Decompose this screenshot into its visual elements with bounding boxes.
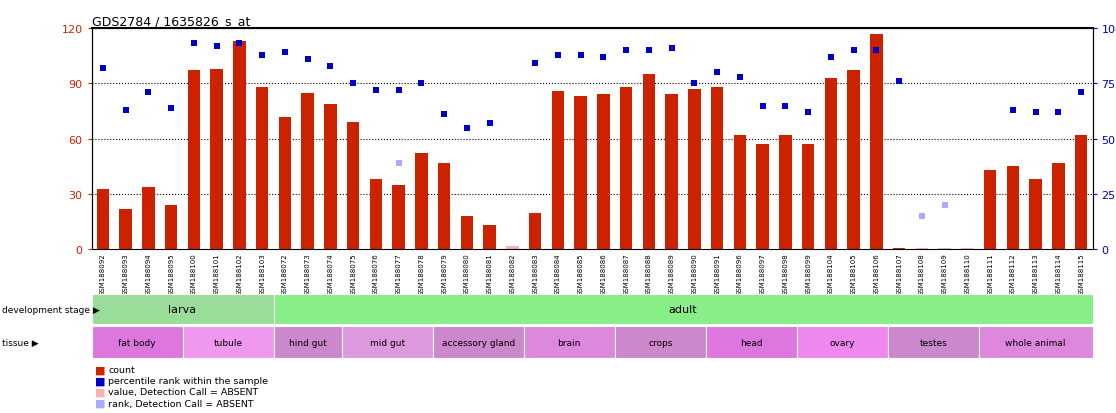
Bar	[119, 209, 132, 250]
Bar	[369, 180, 382, 250]
Bar	[733, 136, 747, 250]
Text: head: head	[740, 338, 762, 347]
Bar	[273, 326, 341, 358]
Bar	[1052, 163, 1065, 250]
Bar	[619, 88, 633, 250]
Bar	[1007, 167, 1019, 250]
Bar	[233, 42, 246, 250]
Text: ovary: ovary	[829, 338, 855, 347]
Text: ■: ■	[95, 398, 105, 408]
Bar	[461, 217, 473, 250]
Bar	[142, 187, 155, 250]
Bar	[984, 171, 997, 250]
Bar	[705, 326, 797, 358]
Text: larva: larva	[169, 304, 196, 314]
Text: percentile rank within the sample: percentile rank within the sample	[108, 376, 268, 385]
Bar	[961, 248, 973, 250]
Bar	[92, 326, 183, 358]
Bar	[437, 163, 451, 250]
Bar	[523, 326, 615, 358]
Text: whole animal: whole animal	[1006, 338, 1066, 347]
Bar	[802, 145, 815, 250]
Bar	[870, 34, 883, 250]
Bar	[825, 78, 837, 250]
Bar	[575, 97, 587, 250]
Bar	[256, 88, 269, 250]
Bar	[97, 189, 109, 250]
Text: tubule: tubule	[213, 338, 242, 347]
Bar	[301, 93, 314, 250]
Text: mid gut: mid gut	[369, 338, 405, 347]
Bar	[507, 246, 519, 250]
Bar	[615, 326, 705, 358]
Text: ■: ■	[95, 365, 105, 375]
Text: GDS2784 / 1635826_s_at: GDS2784 / 1635826_s_at	[92, 15, 250, 28]
Text: tissue ▶: tissue ▶	[2, 338, 39, 347]
Bar	[893, 248, 905, 250]
Text: brain: brain	[558, 338, 581, 347]
Bar	[915, 248, 929, 250]
Bar	[689, 90, 701, 250]
Bar	[483, 226, 496, 250]
Text: rank, Detection Call = ABSENT: rank, Detection Call = ABSENT	[108, 399, 253, 408]
Bar	[888, 326, 979, 358]
Bar	[1075, 136, 1087, 250]
Text: crops: crops	[648, 338, 673, 347]
Bar	[757, 145, 769, 250]
Bar	[92, 294, 273, 324]
Bar	[183, 326, 273, 358]
Text: ■: ■	[95, 387, 105, 397]
Text: development stage ▶: development stage ▶	[2, 305, 100, 314]
Bar	[324, 104, 337, 250]
Bar	[665, 95, 677, 250]
Bar	[939, 248, 951, 250]
Text: ■: ■	[95, 376, 105, 386]
Bar	[273, 294, 1093, 324]
Bar	[597, 95, 609, 250]
Bar	[165, 206, 177, 250]
Bar	[341, 326, 433, 358]
Bar	[211, 69, 223, 250]
Bar	[847, 71, 860, 250]
Text: fat body: fat body	[118, 338, 156, 347]
Bar	[347, 123, 359, 250]
Text: hind gut: hind gut	[289, 338, 327, 347]
Bar	[1029, 180, 1042, 250]
Bar	[415, 154, 427, 250]
Bar	[979, 326, 1093, 358]
Text: testes: testes	[920, 338, 947, 347]
Bar	[551, 92, 565, 250]
Bar	[779, 136, 791, 250]
Text: adult: adult	[668, 304, 698, 314]
Bar	[187, 71, 200, 250]
Bar	[393, 185, 405, 250]
Bar	[797, 326, 888, 358]
Text: count: count	[108, 365, 135, 374]
Text: accessory gland: accessory gland	[442, 338, 514, 347]
Bar	[643, 75, 655, 250]
Bar	[529, 213, 541, 250]
Bar	[711, 88, 723, 250]
Text: value, Detection Call = ABSENT: value, Detection Call = ABSENT	[108, 387, 259, 396]
Bar	[433, 326, 523, 358]
Bar	[279, 117, 291, 250]
